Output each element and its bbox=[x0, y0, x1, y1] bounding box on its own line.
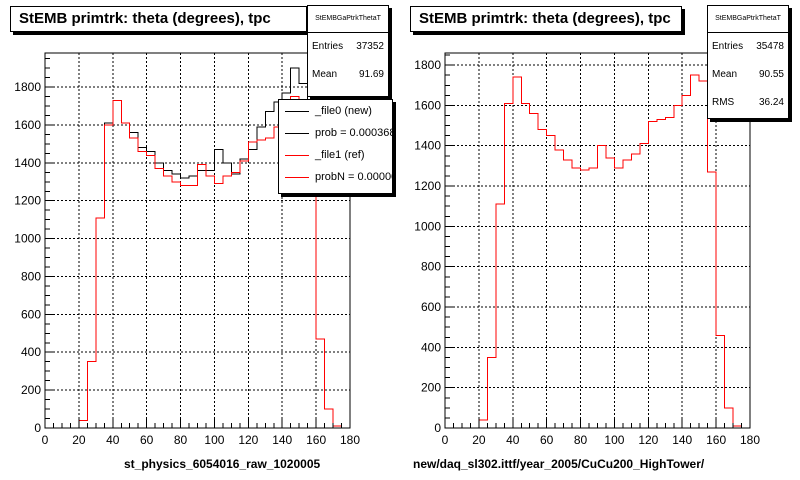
right-plot: 0 20 40 60 80 100 120 140 160 1800200400600800100… bbox=[414, 52, 760, 447]
right-y-tick-label: 800 bbox=[421, 260, 441, 274]
right-stats-mean-row: Mean 90.55 bbox=[708, 61, 788, 89]
right-x-tick-label: 40 bbox=[506, 433, 520, 447]
legend-label-file1: _file1 (ref) bbox=[315, 149, 365, 161]
legend-entry-probn: probN = 0.000000 bbox=[279, 166, 392, 188]
right-stats-rms-value: 36.24 bbox=[758, 97, 784, 108]
right-x-tick-label: 80 bbox=[574, 433, 588, 447]
left-y-tick-label: 1400 bbox=[14, 156, 41, 170]
legend-entry-file0: _file0 (new) bbox=[279, 100, 392, 122]
right-stats-entries-row: Entries 35478 bbox=[708, 33, 788, 61]
right-series-histogram bbox=[445, 74, 750, 429]
right-x-tick-label: 160 bbox=[706, 433, 726, 447]
left-x-tick-label: 160 bbox=[306, 433, 326, 447]
right-y-tick-label: 0 bbox=[434, 421, 441, 435]
right-y-tick-label: 200 bbox=[421, 381, 441, 395]
right-plot-area bbox=[445, 53, 750, 428]
left-stats-entries-label: Entries bbox=[312, 41, 344, 52]
right-y-tick-label: 400 bbox=[421, 340, 441, 354]
left-x-tick-label: 120 bbox=[238, 433, 258, 447]
right-stats-entries-value: 35478 bbox=[756, 41, 784, 52]
left-stats-mean-value: 91.69 bbox=[358, 69, 384, 80]
right-x-tick-label: 60 bbox=[540, 433, 554, 447]
left-y-tick-label: 600 bbox=[21, 307, 41, 321]
right-x-tick-label: 20 bbox=[472, 433, 486, 447]
left-stats-name: StEMBGaPtrkThetaT bbox=[308, 6, 388, 33]
left-y-tick-label: 1800 bbox=[14, 80, 41, 94]
right-stats-rms-row: RMS 36.24 bbox=[708, 89, 788, 117]
right-x-axis-title: new/daq_sl302.ittf/year_2005/CuCu200_Hig… bbox=[413, 457, 705, 471]
left-legend: _file0 (new) prob = 0.000368 _file1 (ref… bbox=[278, 99, 393, 194]
left-x-tick-label: 180 bbox=[340, 433, 360, 447]
right-y-tick-label: 1200 bbox=[414, 179, 441, 193]
left-y-tick-label: 1000 bbox=[14, 232, 41, 246]
left-stats-entries-row: Entries 37352 bbox=[308, 33, 388, 61]
right-stats-mean-value: 90.55 bbox=[758, 69, 784, 80]
left-stats-box: StEMBGaPtrkThetaT Entries 37352 Mean 91.… bbox=[307, 5, 389, 97]
left-y-tick-label: 200 bbox=[21, 383, 41, 397]
legend-swatch-file0 bbox=[285, 111, 309, 112]
right-x-tick-label: 100 bbox=[604, 433, 624, 447]
legend-label-file0: _file0 (new) bbox=[315, 105, 372, 117]
legend-swatch-prob bbox=[285, 133, 309, 134]
right-x-tick-label: 180 bbox=[740, 433, 760, 447]
left-x-tick-label: 140 bbox=[272, 433, 292, 447]
right-stats-entries-label: Entries bbox=[712, 41, 744, 52]
right-x-tick-label: 140 bbox=[672, 433, 692, 447]
right-panel-title: StEMB primtrk: theta (degrees), tpc bbox=[410, 6, 682, 32]
left-x-tick-label: 40 bbox=[106, 433, 120, 447]
right-y-tick-label: 1600 bbox=[414, 98, 441, 112]
left-y-tick-label: 0 bbox=[34, 421, 41, 435]
left-x-tick-label: 80 bbox=[174, 433, 188, 447]
left-x-tick-label: 60 bbox=[140, 433, 154, 447]
legend-label-prob: prob = 0.000368 bbox=[315, 127, 393, 139]
right-stats-rms-label: RMS bbox=[712, 97, 735, 108]
right-y-tick-label: 1400 bbox=[414, 139, 441, 153]
legend-label-probn: probN = 0.000000 bbox=[315, 171, 392, 183]
left-x-axis-title: st_physics_6054016_raw_1020005 bbox=[124, 457, 321, 471]
right-x-tick-label: 120 bbox=[638, 433, 658, 447]
left-stats-mean-row: Mean 91.69 bbox=[308, 61, 388, 89]
left-x-tick-label: 0 bbox=[42, 433, 49, 447]
left-panel-title: StEMB primtrk: theta (degrees), tpc bbox=[10, 6, 307, 32]
left-y-tick-label: 1200 bbox=[14, 194, 41, 208]
left-y-tick-label: 1600 bbox=[14, 118, 41, 132]
right-stats-box: StEMBGaPtrkThetaT Entries 35478 Mean 90.… bbox=[707, 5, 789, 119]
right-stats-name: StEMBGaPtrkThetaT bbox=[708, 6, 788, 33]
left-y-tick-label: 800 bbox=[21, 269, 41, 283]
left-x-tick-label: 20 bbox=[72, 433, 86, 447]
legend-entry-prob: prob = 0.000368 bbox=[279, 122, 392, 144]
left-stats-entries-value: 37352 bbox=[356, 41, 384, 52]
left-x-tick-label: 100 bbox=[204, 433, 224, 447]
legend-swatch-file1 bbox=[285, 155, 309, 156]
legend-entry-file1: _file1 (ref) bbox=[279, 144, 392, 166]
left-stats-mean-label: Mean bbox=[312, 69, 338, 80]
right-stats-mean-label: Mean bbox=[712, 69, 738, 80]
right-x-tick-label: 0 bbox=[442, 433, 449, 447]
right-y-tick-label: 1000 bbox=[414, 219, 441, 233]
left-y-tick-label: 400 bbox=[21, 345, 41, 359]
left-series--file0-new bbox=[45, 67, 350, 429]
right-y-tick-label: 600 bbox=[421, 300, 441, 314]
legend-swatch-probn bbox=[285, 177, 309, 178]
right-y-tick-label: 1800 bbox=[414, 58, 441, 72]
